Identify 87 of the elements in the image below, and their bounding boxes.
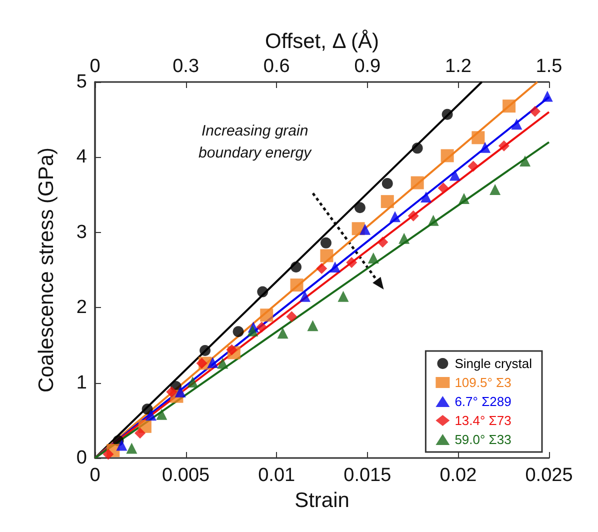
point: [412, 142, 423, 154]
x2-tick-label: 1.5: [536, 56, 562, 77]
point: [442, 108, 453, 120]
point: [440, 149, 454, 162]
point: [398, 232, 410, 244]
point: [102, 448, 114, 460]
legend-label: 13.4° Σ73: [454, 413, 512, 428]
point: [490, 184, 501, 196]
x-tick-label: 0.02: [440, 465, 477, 486]
point: [377, 236, 388, 248]
legend-label: 109.5° Σ3: [454, 375, 512, 390]
point: [247, 325, 258, 336]
point: [299, 290, 310, 302]
point: [166, 386, 178, 398]
point: [468, 160, 479, 172]
point: [408, 210, 419, 222]
y-tick-label: 0: [76, 448, 87, 468]
legend-label: Single crystal: [454, 356, 532, 371]
point: [290, 261, 302, 272]
point: [226, 344, 238, 356]
point: [260, 308, 274, 322]
point: [200, 344, 211, 356]
point: [217, 358, 228, 369]
y-tick-label: 3: [76, 222, 87, 243]
point: [126, 442, 138, 454]
x-tick-label: 0: [90, 465, 100, 486]
point: [257, 286, 268, 298]
point: [277, 328, 288, 339]
y-axis-title: Coalescence stress (GPa): [35, 147, 58, 393]
point: [542, 90, 553, 102]
x-tick-label: 0.01: [258, 465, 296, 486]
point: [360, 224, 371, 235]
legend-label: 59.0° Σ33: [454, 432, 512, 447]
point: [438, 182, 449, 194]
point: [428, 214, 439, 226]
point: [145, 410, 156, 421]
point: [232, 326, 244, 338]
point: [530, 106, 541, 117]
point: [174, 386, 186, 398]
point: [196, 358, 208, 369]
point: [382, 178, 393, 190]
point: [290, 278, 304, 292]
point: [156, 408, 168, 420]
point: [420, 192, 432, 203]
point: [354, 202, 366, 214]
point: [410, 176, 424, 190]
x-tick-label: 0.025: [525, 465, 573, 486]
point: [380, 195, 394, 208]
x2-tick-label: 0.6: [263, 56, 290, 77]
x2-tick-label: 0.9: [354, 56, 381, 77]
point: [511, 118, 522, 130]
legend-label: 6.7° Σ289: [454, 394, 512, 409]
point: [320, 249, 334, 262]
point: [502, 100, 516, 113]
point: [320, 237, 332, 248]
annotation: Increasing grain boundary energy: [198, 122, 313, 162]
point: [307, 320, 318, 332]
point: [449, 170, 460, 181]
x-tick-label: 0.005: [162, 465, 210, 486]
point: [116, 440, 128, 451]
x-tick-label: 0.015: [344, 465, 392, 486]
point: [458, 193, 470, 204]
point: [338, 290, 349, 302]
point: [316, 262, 328, 274]
point: [286, 311, 298, 322]
point: [480, 142, 491, 153]
y-tick-label: 4: [76, 146, 88, 168]
point: [498, 140, 510, 152]
y-tick-label: 5: [76, 72, 87, 92]
x2-tick-label: 0: [90, 56, 100, 77]
point: [256, 322, 268, 333]
point: [472, 131, 485, 144]
point: [330, 261, 341, 272]
x2-tick-label: 1.2: [444, 56, 472, 77]
point: [368, 252, 379, 264]
point: [134, 428, 146, 439]
x-axis-title: Strain: [294, 489, 350, 512]
y-tick-label: 2: [76, 297, 87, 318]
point: [187, 376, 198, 388]
x2-tick-label: 0.3: [172, 56, 200, 77]
point: [142, 404, 153, 415]
point: [207, 356, 218, 368]
x2-axis-title: Offset, Δ (Å): [264, 29, 380, 53]
point: [520, 155, 531, 166]
y-tick-label: 1: [76, 372, 87, 394]
point: [390, 211, 401, 222]
point: [346, 256, 358, 268]
